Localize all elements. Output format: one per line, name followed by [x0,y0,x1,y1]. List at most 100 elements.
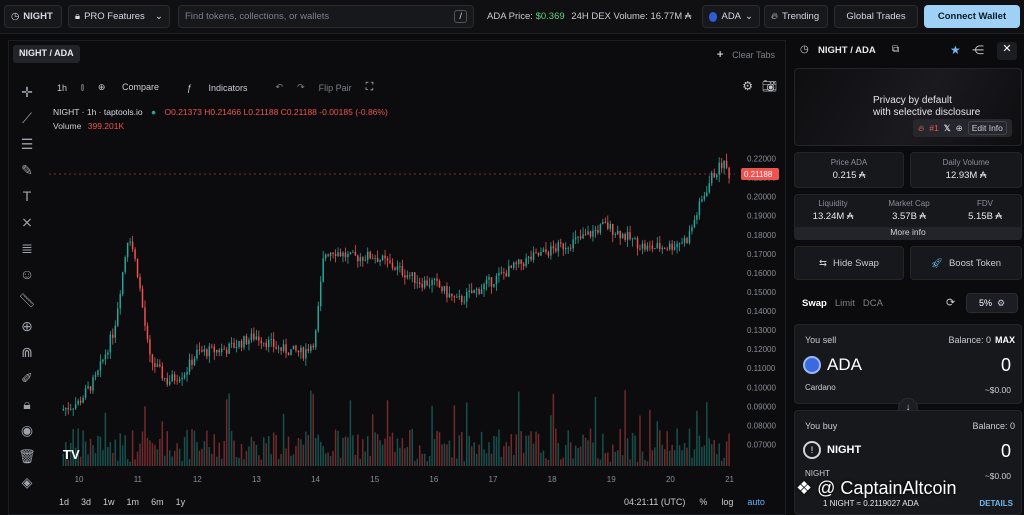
indicators-button[interactable]: ƒ Indicators [187,83,262,93]
volume-bar [673,450,676,466]
edit-info-button[interactable]: Edit Info [967,121,1007,135]
share-icon[interactable]: ⋲ [972,43,984,57]
buy-token-selector[interactable]: ! NIGHT [803,441,861,459]
candle-body [384,255,386,259]
ruler-icon[interactable]: 📏︎ [18,291,36,308]
crosshair-icon[interactable]: ✛ [21,83,33,100]
volume-bar [668,450,671,466]
global-trades-button[interactable]: Global Trades [834,5,918,28]
tab-swap[interactable]: Swap [802,298,827,309]
volume-bar [431,405,433,466]
compare-button[interactable]: ⊕ Compare [98,82,173,93]
volume-bar [121,445,124,466]
candle-body [624,234,626,240]
layers-icon[interactable]: ◈ [21,473,33,490]
candle-body [94,375,97,378]
max-button[interactable]: MAX [995,335,1015,345]
x-social-icon[interactable]: 𝕏 [943,122,951,133]
pattern-icon[interactable]: ⨯ [21,213,33,230]
volume-bar [503,446,505,466]
pair-selector[interactable]: ◷ NIGHT [4,5,62,28]
details-button[interactable]: DETAILS [979,499,1013,508]
trending-button[interactable]: 🔥︎ Trending [764,5,828,28]
trash-icon[interactable]: 🗑︎ [18,447,36,464]
settings-icon[interactable]: ⚙ [742,79,753,93]
volume-bar [344,436,347,466]
pencil-lock-icon[interactable]: ✐ [21,369,33,386]
sell-amount-input[interactable]: 0 [1000,355,1011,375]
fib-icon[interactable]: ≣ [21,239,33,256]
candle-style-icon[interactable]: ⫾ [81,82,84,92]
fullscreen-icon[interactable]: ⛶ [365,81,374,93]
globe-icon[interactable]: ⊕ [955,122,963,133]
magnet-icon[interactable]: ⋒ [21,343,33,360]
undo-icon[interactable]: ↶ [275,82,284,92]
boost-token-button[interactable]: 🚀︎ Boost Token [910,246,1022,280]
chart-tab[interactable]: NIGHT / ADA [13,45,80,63]
candle-body [579,236,582,239]
redo-icon[interactable]: ↷ [297,82,305,92]
volume-bar [421,453,423,466]
candle-body [535,252,537,254]
volume-bar [426,461,428,466]
emoji-icon[interactable]: ☺ [19,266,35,282]
percent-toggle[interactable]: % [699,497,708,507]
candle-body [74,404,77,409]
volume-bar [292,454,295,466]
log-toggle[interactable]: log [721,497,734,507]
star-icon[interactable]: ★ [950,43,961,57]
text-icon[interactable]: T [22,188,32,204]
volume-bar [253,441,255,466]
slippage-button[interactable]: 5% ⚙ [966,293,1018,313]
range-button-1d[interactable]: 1d [59,497,70,507]
range-button-1m[interactable]: 1m [126,497,140,507]
tab-limit[interactable]: Limit [834,298,855,309]
volume-bar [302,444,305,466]
range-button-6m[interactable]: 6m [151,497,164,507]
tab-dca[interactable]: DCA [862,298,883,309]
horizontal-lines-icon[interactable]: ☰ [20,135,34,152]
connect-wallet-button[interactable]: Connect Wallet [924,5,1020,28]
brush-icon[interactable]: ✎ [21,161,33,178]
price-chart[interactable]: 0.220000.210000.200000.190000.180000.170… [45,99,785,484]
volume-bar [493,435,495,466]
candle-body [500,272,503,273]
volume-bar [607,452,609,466]
more-info-button[interactable]: More info [795,227,1021,239]
liquidity-value: 13.24M ₳ [812,211,854,222]
interval-button[interactable]: 1h [57,82,68,93]
candle-body [621,234,624,239]
range-button-3d[interactable]: 3d [81,497,92,507]
range-button-1w[interactable]: 1w [103,497,115,507]
volume-bar [515,434,517,466]
search-box[interactable]: Find tokens, collections, or wallets / [178,5,474,28]
flip-pair-button[interactable]: Flip Pair [318,82,352,93]
volume-bar [453,405,456,466]
volume-bar [517,391,520,466]
candle-body [619,230,621,239]
search-input[interactable]: Find tokens, collections, or wallets [185,11,330,22]
camera-icon[interactable]: 📷︎ [761,79,777,93]
trend-line-icon[interactable]: ⟋ [22,109,32,126]
range-button-1y[interactable]: 1y [175,497,186,507]
zoom-in-icon[interactable]: ⊕ [21,317,33,334]
currency-selector[interactable]: ADA ⌄ [702,5,760,28]
sell-usd-value: ~$0.00 [984,385,1011,395]
close-icon[interactable]: ✕ [997,42,1017,60]
refresh-icon[interactable]: ⟳ [946,297,956,309]
copy-icon[interactable]: ⧉ [892,44,900,55]
candle-body [374,257,376,259]
lock-icon[interactable]: 🔒︎ [23,395,31,412]
buy-amount-input[interactable]: 0 [1000,441,1011,461]
volume-bar [404,448,406,466]
pro-features-button[interactable]: 🔒︎ PRO Features ⌄ [68,5,170,28]
hide-swap-button[interactable]: ⇆ Hide Swap [794,246,904,280]
volume-bar [141,431,144,466]
candle-body [525,258,527,267]
eye-icon[interactable]: ◉ [20,421,34,438]
sell-token-selector[interactable]: ADA [803,355,862,375]
candle-body [238,341,240,347]
auto-toggle[interactable]: auto [747,497,765,507]
token-panel: ◷ NIGHT / ADA ⧉ ★ ⋲ ✕ Privacy by default… [794,40,1022,515]
clear-tabs-button[interactable]: + Clear Tabs [717,47,775,61]
